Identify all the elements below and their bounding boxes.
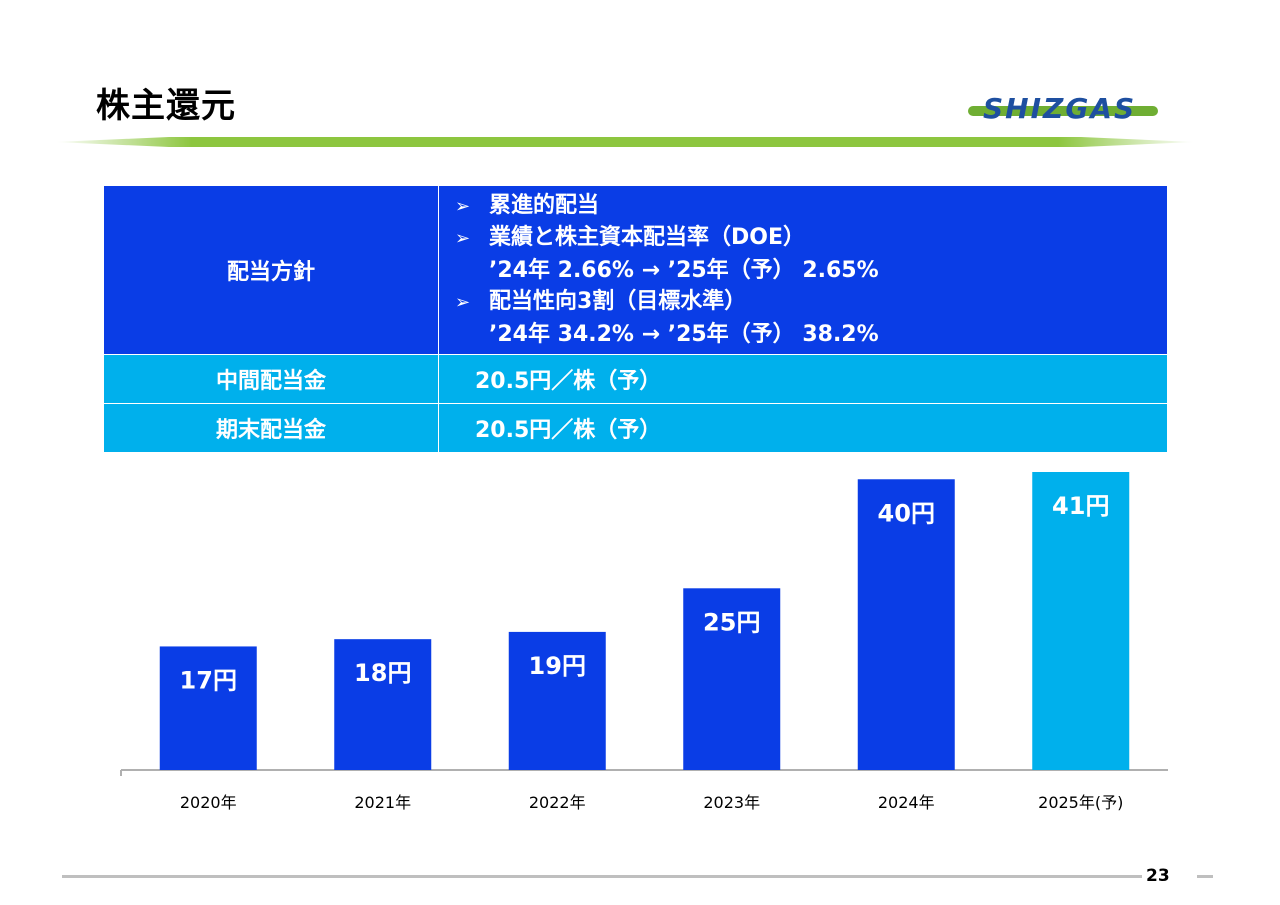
bar-2023年 [683,588,781,770]
yearend-dividend-label: 期末配当金 [103,403,439,453]
x-tick-label: 2024年 [878,793,935,812]
bar-value-label: 41円 [1052,492,1109,520]
x-tick-label: 2022年 [529,793,586,812]
interim-dividend-label: 中間配当金 [103,354,439,404]
footer-rule [62,875,1142,878]
policy-row: 配当方針 累進的配当 業績と株主資本配当率（DOE） ’24年 2.66% → … [103,185,1168,355]
interim-dividend-row: 中間配当金 20.5円／株（予） [103,354,1168,404]
bar-value-label: 17円 [180,666,237,694]
x-tick-label: 2020年 [180,793,237,812]
bar-2024年 [857,479,955,770]
bar-value-label: 40円 [878,499,935,527]
bar-2022年 [508,631,606,770]
bar-value-label: 25円 [703,608,760,636]
x-tick-label: 2023年 [703,793,760,812]
bar-value-label: 19円 [529,652,586,680]
page-number: 23 [1146,866,1170,886]
bar-value-label: 18円 [354,659,411,687]
x-tick-label: 2021年 [354,793,411,812]
policy-detail: 累進的配当 業績と株主資本配当率（DOE） ’24年 2.66% → ’25年（… [438,185,1168,355]
policy-line-progressive: 累進的配当 [455,190,1167,223]
footer-dash [1197,875,1213,878]
x-tick-label: 2025年(予) [1038,793,1123,812]
interim-dividend-value: 20.5円／株（予） [438,354,1168,404]
title-divider [55,137,1195,147]
yearend-dividend-row: 期末配当金 20.5円／株（予） [103,403,1168,453]
bar-2025年(予) [1032,472,1130,770]
policy-line-doe: 業績と株主資本配当率（DOE） [455,222,1167,255]
policy-line-payout-values: ’24年 34.2% → ’25年（予） 38.2% [489,321,879,347]
policy-line-payout: 配当性向3割（目標水準） [455,286,1167,319]
page-title: 株主還元 [96,86,236,126]
policy-label: 配当方針 [103,185,439,355]
yearend-dividend-value: 20.5円／株（予） [438,403,1168,453]
company-logo: SHIZGAS [983,92,1137,125]
dividend-policy-table: 配当方針 累進的配当 業績と株主資本配当率（DOE） ’24年 2.66% → … [103,185,1168,453]
bar-2021年 [334,639,432,770]
bar-2020年 [159,646,257,770]
policy-line-doe-values: ’24年 2.66% → ’25年（予） 2.65% [489,257,879,283]
